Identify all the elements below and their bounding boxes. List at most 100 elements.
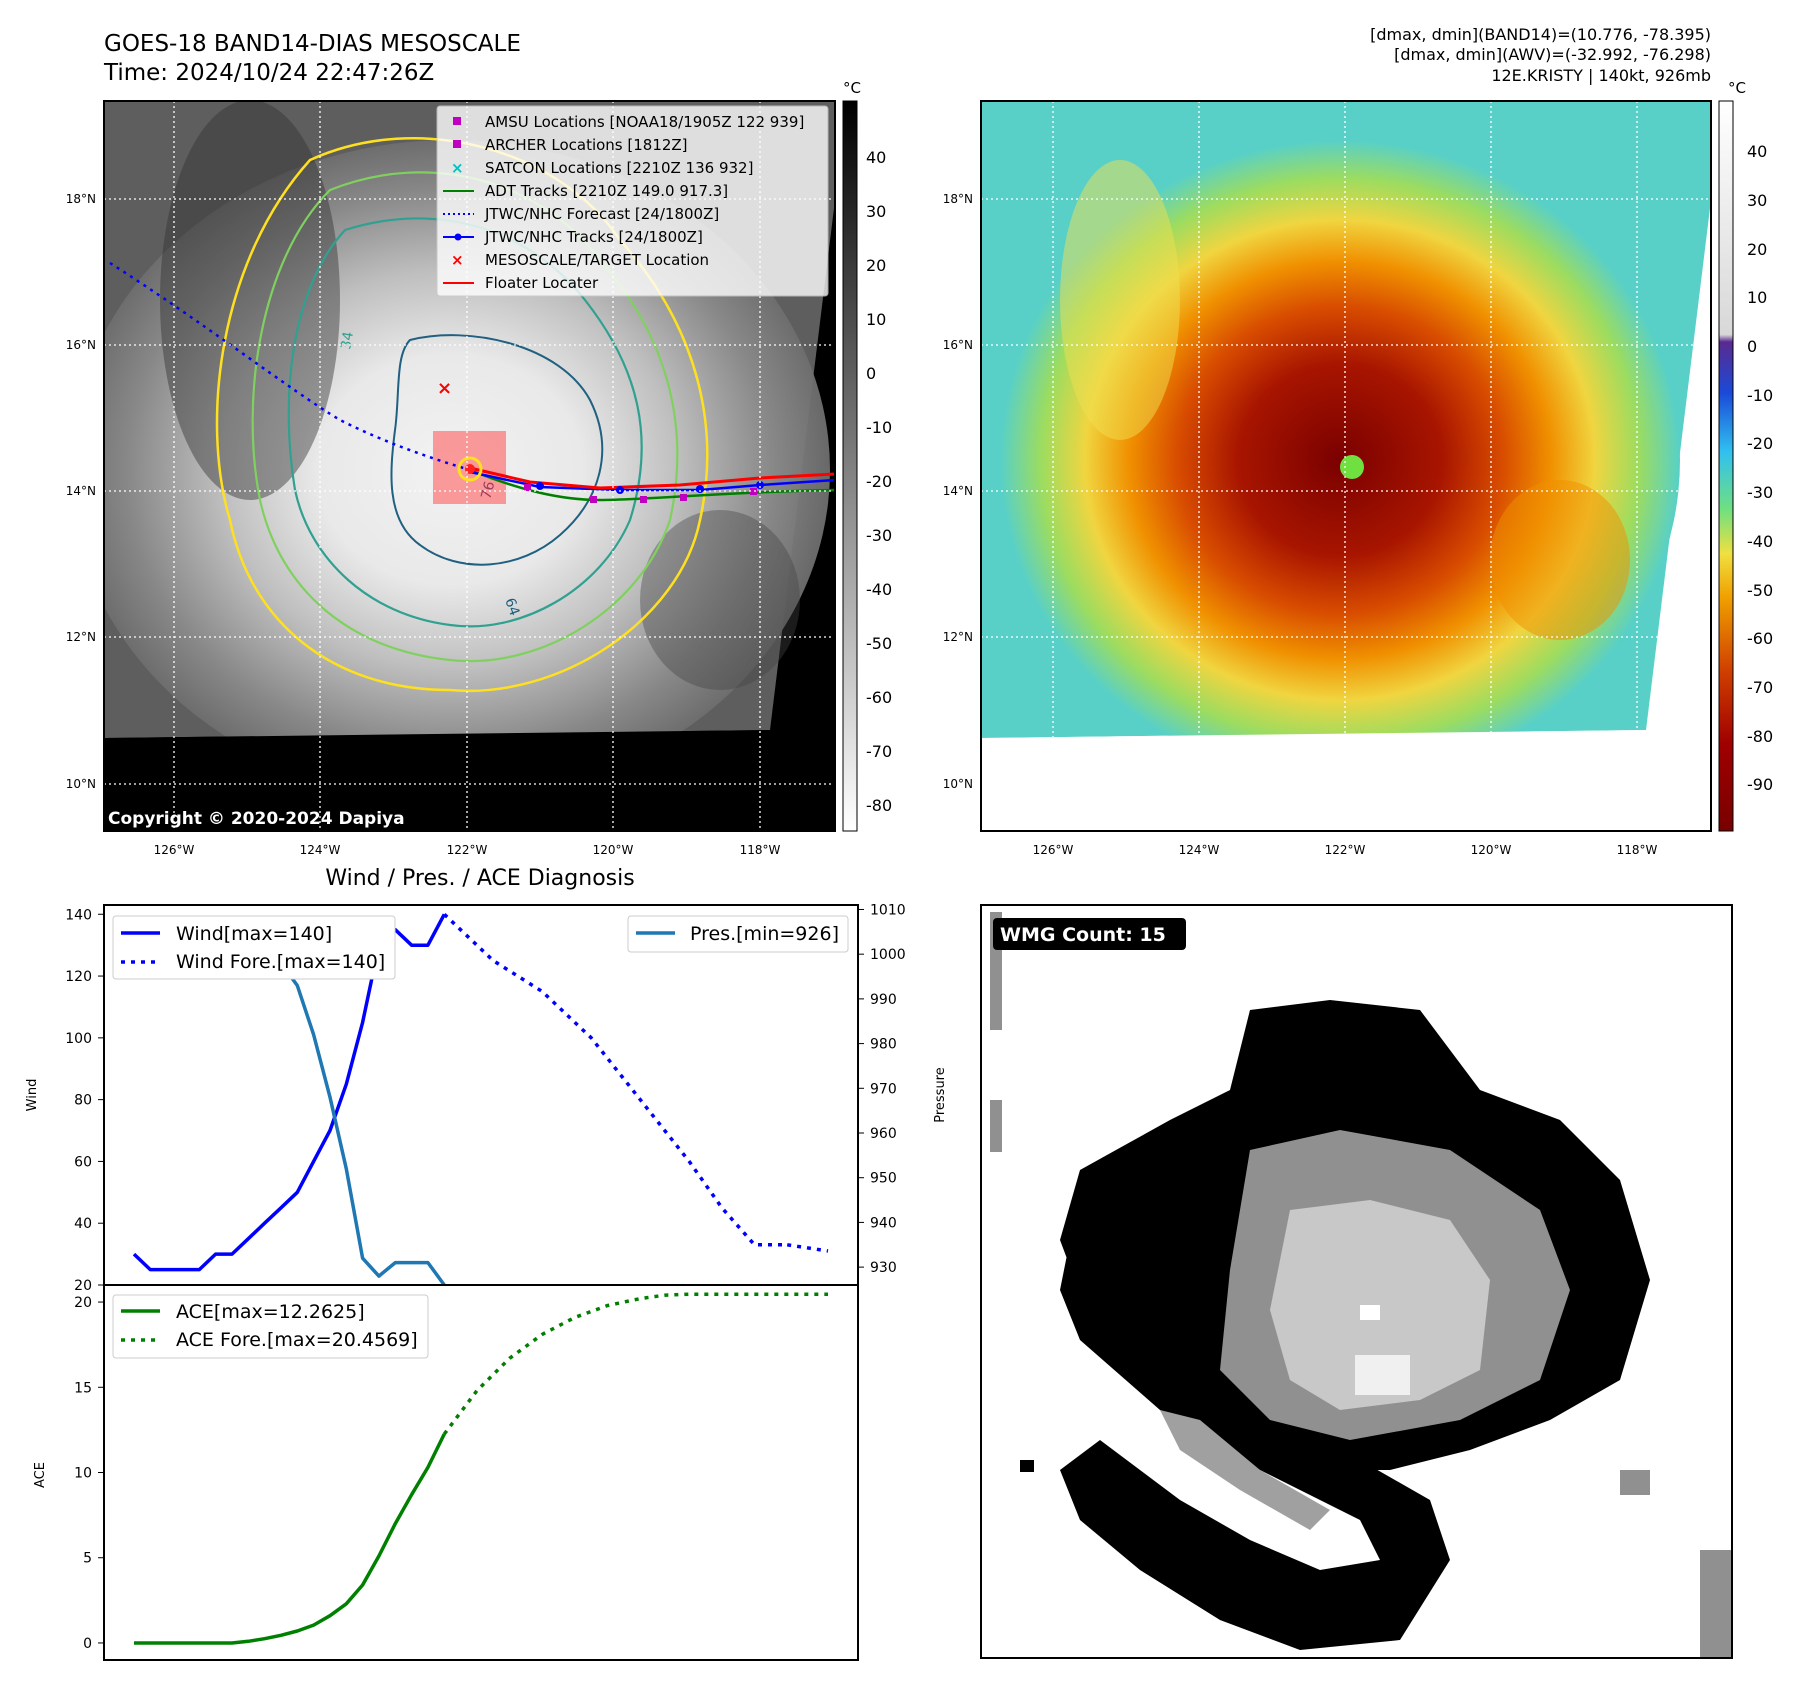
- diagnosis-panel: Wind / Pres. / ACE Diagnosis 20406080100…: [25, 866, 948, 1661]
- ace-ytick-label: 15: [74, 1380, 92, 1396]
- pressure-ytick-label: 970: [870, 1081, 897, 1097]
- legend-archer-label: ARCHER Locations [1812Z]: [485, 136, 688, 154]
- wind-legend-label: Wind[max=140]: [176, 923, 332, 945]
- pressure-ytick-label: 940: [870, 1215, 897, 1231]
- pressure-ytick-label: 1000: [870, 947, 906, 963]
- color-gridlines: [981, 101, 1711, 831]
- color-colorbar-unit: °C: [1728, 79, 1746, 97]
- color-lat-label-10n: 10°N: [943, 777, 973, 791]
- color-tick-m10: -10: [1747, 386, 1773, 405]
- lon-label-120w: 120°W: [593, 843, 634, 857]
- color-colorbar-ticks: 40 30 20 10 0 -10 -20 -30 -40 -50 -60 -7…: [1747, 142, 1773, 794]
- legend-archer-marker: [453, 140, 461, 148]
- gray-tick-m10: -10: [866, 418, 892, 437]
- series-line-wind-fore-end: [786, 1243, 829, 1253]
- gray-tick-m80: -80: [866, 796, 892, 815]
- color-tick-20: 20: [1747, 240, 1767, 259]
- color-tick-m30: -30: [1747, 483, 1773, 502]
- contour-76: [390, 334, 604, 566]
- color-tick-40: 40: [1747, 142, 1767, 161]
- legend-adt-label: ADT Tracks [2210Z 149.0 917.3]: [485, 182, 728, 200]
- jtwc-track-dots: [536, 481, 764, 494]
- wind-axis-label: Wind: [25, 1079, 40, 1112]
- ace-ytick-label: 10: [74, 1466, 92, 1482]
- figure-title: GOES-18 BAND14-DIAS MESOSCALE: [104, 31, 521, 57]
- ace-fore-legend-label: ACE Fore.[max=20.4569]: [176, 1329, 418, 1351]
- wmg-count-badge: [993, 918, 1186, 950]
- wmg-rainband-gray: [1160, 1410, 1330, 1530]
- legend-target-marker: ×: [451, 251, 464, 269]
- stats-awv: [dmax, dmin](AWV)=(-32.992, -76.298): [1394, 45, 1711, 64]
- color-tick-m80: -80: [1747, 727, 1773, 746]
- wind-fore-legend-label: Wind Fore.[max=140]: [176, 951, 385, 973]
- pressure-ytick-label: 990: [870, 992, 897, 1008]
- lat-label-10n: 10°N: [66, 777, 96, 791]
- figure-time: Time: 2024/10/24 22:47:26Z: [103, 60, 434, 86]
- color-lat-label-16n: 16°N: [943, 338, 973, 352]
- legend-target-label: MESOSCALE/TARGET Location: [485, 251, 709, 269]
- color-lat-label-12n: 12°N: [943, 630, 973, 644]
- color-tick-10: 10: [1747, 288, 1767, 307]
- ir-lon-labels: 126°W 124°W 122°W 120°W 118°W: [154, 843, 781, 857]
- ace-line: [134, 1433, 446, 1645]
- ace-ytick-label: 20: [74, 1295, 92, 1311]
- color-tick-m70: -70: [1747, 678, 1773, 697]
- pressure-legend-box: [627, 915, 849, 953]
- gray-colorbar-unit: °C: [843, 79, 861, 97]
- color-lat-labels: 18°N 16°N 14°N 12°N 10°N: [943, 192, 973, 791]
- gray-tick-m50: -50: [866, 634, 892, 653]
- wind-legend-box: [112, 915, 396, 980]
- ir-map-panel: 64 76 34 ×: [66, 79, 892, 857]
- copyright: Copyright © 2020-2024 Dapiya: [108, 809, 405, 829]
- ace-axis-label: ACE: [33, 1462, 48, 1488]
- pressure-ytick-label: 930: [870, 1260, 897, 1276]
- pressure-ytick-label: 980: [870, 1037, 897, 1053]
- wind-ytick-label: 60: [74, 1154, 92, 1170]
- wind-ytick-label: 40: [74, 1216, 92, 1232]
- legend-amsu-label: AMSU Locations [NOAA18/1905Z 122 939]: [485, 113, 804, 131]
- color-lon-labels: 126°W 124°W 122°W 120°W 118°W: [1033, 843, 1658, 857]
- lon-label-122w: 122°W: [447, 843, 488, 857]
- ace-axes: 0 5 10 15 20 ACE ACE[max=12.2625] ACE Fore.[max…: [33, 1284, 859, 1661]
- legend-amsu-marker: [453, 117, 461, 125]
- diagnosis-title: Wind / Pres. / ACE Diagnosis: [325, 866, 634, 891]
- storm-eye-contour: [457, 456, 483, 482]
- pressure-ytick-label: 950: [870, 1171, 897, 1187]
- pressure-ytick-label: 1010: [870, 902, 906, 918]
- legend-tracks-label: JTWC/NHC Tracks [24/1800Z]: [484, 228, 703, 246]
- color-colorbar: [1718, 100, 1734, 832]
- wind-pressure-axes: 20 40 60 80 100 120 140 930 940 950 960 970 980 990 10…: [25, 902, 948, 1294]
- lon-label-126w: 126°W: [154, 843, 195, 857]
- ace-legend-label: ACE[max=12.2625]: [176, 1301, 365, 1323]
- color-tick-m90: -90: [1747, 775, 1773, 794]
- lon-label-124w: 124°W: [300, 843, 341, 857]
- gray-colorbar-ticks: 40 30 20 10 0 -10 -20 -30 -40 -50 -60 -7…: [866, 148, 892, 815]
- color-lon-label-122w: 122°W: [1325, 843, 1366, 857]
- gray-tick-40: 40: [866, 148, 886, 167]
- gray-tick-30: 30: [866, 202, 886, 221]
- series-line-wind-fore-: [443, 913, 788, 1247]
- contour-label-34: 34: [338, 330, 357, 350]
- color-lon-label-124w: 124°W: [1179, 843, 1220, 857]
- gray-tick-20: 20: [866, 256, 886, 275]
- color-lon-label-126w: 126°W: [1033, 843, 1074, 857]
- floater-track: [469, 466, 835, 490]
- pressure-ytick-label: 960: [870, 1126, 897, 1142]
- color-tick-m40: -40: [1747, 532, 1773, 551]
- wmg-eye-core: [1355, 1355, 1410, 1395]
- wmg-rainband-black: [1060, 1240, 1450, 1650]
- wind-ytick-label: 20: [74, 1278, 92, 1294]
- wind-ytick-label: 100: [65, 1031, 92, 1047]
- contour-label-64: 64: [501, 596, 522, 618]
- mesoscale-target-marker: ×: [437, 378, 452, 399]
- legend-floater-label: Floater Locater: [485, 274, 599, 292]
- color-tick-m60: -60: [1747, 629, 1773, 648]
- map-legend-entries: AMSU Locations [NOAA18/1905Z 122 939] AR…: [443, 113, 804, 292]
- color-tick-m20: -20: [1747, 434, 1773, 453]
- ace-legend-box: [112, 1294, 429, 1359]
- stats-storm: 12E.KRISTY | 140kt, 926mb: [1491, 66, 1711, 85]
- color-lon-label-120w: 120°W: [1471, 843, 1512, 857]
- wind-ytick-label: 140: [65, 907, 92, 923]
- ace-ytick-label: 0: [83, 1636, 92, 1652]
